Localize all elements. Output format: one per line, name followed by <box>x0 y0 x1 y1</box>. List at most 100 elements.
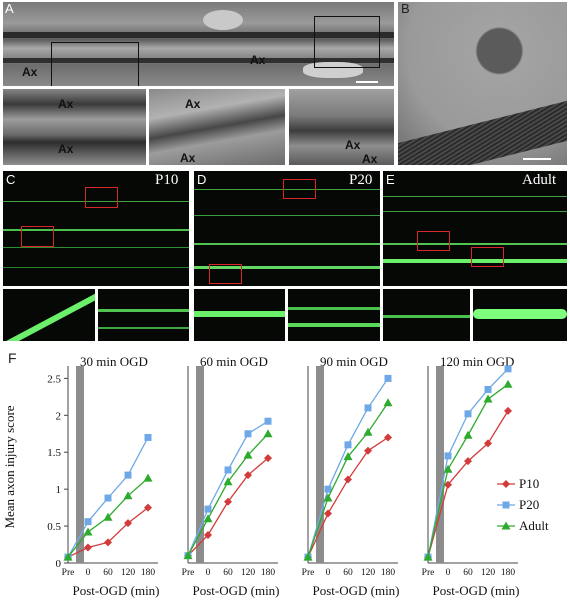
panel-c-inset-2 <box>98 289 189 341</box>
ogd-period-bar <box>76 366 84 563</box>
y-axis-label: Mean axon injury score <box>2 405 17 528</box>
data-point-adult <box>143 473 153 482</box>
data-point-adult <box>63 552 73 561</box>
data-point-p20 <box>104 494 112 502</box>
x-axis-label: Post-OGD (min) <box>192 583 279 598</box>
x-tick-label: 60 <box>103 568 113 578</box>
x-tick-label: Pre <box>302 568 315 578</box>
x-tick-label: 120 <box>481 568 496 578</box>
data-point-p20 <box>144 433 152 441</box>
ogd-period-bar <box>316 366 324 563</box>
data-point-adult <box>323 493 333 502</box>
ogd-period-bar <box>196 366 204 563</box>
data-point-p20 <box>84 518 92 526</box>
data-point-p10 <box>144 503 152 512</box>
x-tick-label: 0 <box>86 568 91 578</box>
legend-label: P20 <box>519 497 539 512</box>
x-tick-label: 180 <box>501 568 516 578</box>
panel-a-inset-3 <box>289 89 394 165</box>
panel-b-micrograph <box>398 2 567 165</box>
data-point-adult <box>243 450 253 459</box>
panel-label-d: D <box>197 172 207 187</box>
data-point-p10 <box>124 519 132 528</box>
panel-e-inset-1 <box>383 289 470 341</box>
data-point-adult <box>83 527 93 536</box>
panel-c-inset-1 <box>3 289 95 341</box>
data-point-adult <box>383 398 393 407</box>
y-tick-label: 1 <box>56 484 62 496</box>
data-point-p10 <box>364 446 372 455</box>
data-point-p10 <box>204 530 212 539</box>
chart-title: 30 min OGD <box>80 354 148 369</box>
legend-label: Adult <box>519 518 549 533</box>
x-tick-label: Pre <box>62 568 75 578</box>
panel-label-a: A <box>5 1 14 16</box>
ax-label: Ax <box>250 53 266 67</box>
data-point-adult <box>423 552 433 561</box>
data-point-p20 <box>444 452 452 460</box>
chart-title: 90 min OGD <box>320 354 388 369</box>
data-point-adult <box>443 464 453 473</box>
data-point-adult <box>483 394 493 403</box>
x-tick-label: 180 <box>381 568 396 578</box>
x-tick-label: 180 <box>261 568 276 578</box>
data-point-p10 <box>324 509 332 518</box>
legend-marker-adult <box>501 521 511 530</box>
data-point-p10 <box>84 543 92 552</box>
panel-d-inset-1 <box>194 289 285 341</box>
data-point-adult <box>343 452 353 461</box>
panel-label-f: F <box>8 350 17 366</box>
data-point-p10 <box>504 406 512 415</box>
panel-label-c: C <box>6 172 16 187</box>
x-axis-label: Post-OGD (min) <box>432 583 519 598</box>
data-point-adult <box>463 430 473 439</box>
legend-label: P10 <box>519 476 539 491</box>
data-point-adult <box>183 551 193 560</box>
y-tick-label: 1.5 <box>47 447 61 459</box>
x-axis-label: Post-OGD (min) <box>72 583 159 598</box>
data-point-p20 <box>384 374 392 382</box>
x-tick-label: 120 <box>121 568 136 578</box>
data-point-p10 <box>444 480 452 489</box>
ax-label: Ax <box>185 97 201 111</box>
data-point-p10 <box>484 439 492 448</box>
ax-label: Ax <box>58 142 74 156</box>
x-tick-label: Pre <box>182 568 195 578</box>
chart-title: 120 min OGD <box>440 354 514 369</box>
y-tick-label: 2 <box>56 410 62 422</box>
data-point-p10 <box>464 457 472 466</box>
data-point-p10 <box>384 433 392 442</box>
data-point-adult <box>223 477 233 486</box>
data-point-p10 <box>224 497 232 506</box>
data-point-p10 <box>344 475 352 484</box>
x-tick-label: 180 <box>141 568 156 578</box>
age-label-p20: P20 <box>349 172 373 188</box>
age-label-adult: Adult <box>522 172 557 188</box>
data-point-adult <box>103 512 113 521</box>
data-point-p20 <box>204 505 212 513</box>
legend-marker-p10 <box>502 480 510 488</box>
y-tick-label: 0 <box>56 558 62 570</box>
ax-label: Ax <box>180 151 196 165</box>
panel-e-inset-2 <box>473 289 567 341</box>
x-tick-label: 0 <box>326 568 331 578</box>
panel-f-line-charts: Mean axon injury score 0 0.5 1 1.5 2 2.5 30 min… <box>2 354 549 598</box>
x-tick-label: 0 <box>446 568 451 578</box>
panel-a-inset-1 <box>3 89 146 165</box>
data-point-p20 <box>124 471 132 479</box>
data-point-adult <box>263 429 273 438</box>
age-label-p10: P10 <box>155 172 179 188</box>
y-tick-label: 2.5 <box>47 373 61 385</box>
data-point-p20 <box>244 430 252 438</box>
data-point-p20 <box>324 485 332 493</box>
panel-d-fluorescence <box>194 171 380 286</box>
ax-label: Ax <box>345 138 361 152</box>
data-point-p20 <box>484 385 492 393</box>
panel-a-main-micrograph <box>3 2 394 86</box>
data-point-p20 <box>464 410 472 418</box>
ax-label: Ax <box>22 65 38 79</box>
x-axis-label: Post-OGD (min) <box>312 583 399 598</box>
data-point-p20 <box>264 417 272 425</box>
ax-label: Ax <box>362 152 378 166</box>
ogd-period-bar <box>436 366 444 563</box>
